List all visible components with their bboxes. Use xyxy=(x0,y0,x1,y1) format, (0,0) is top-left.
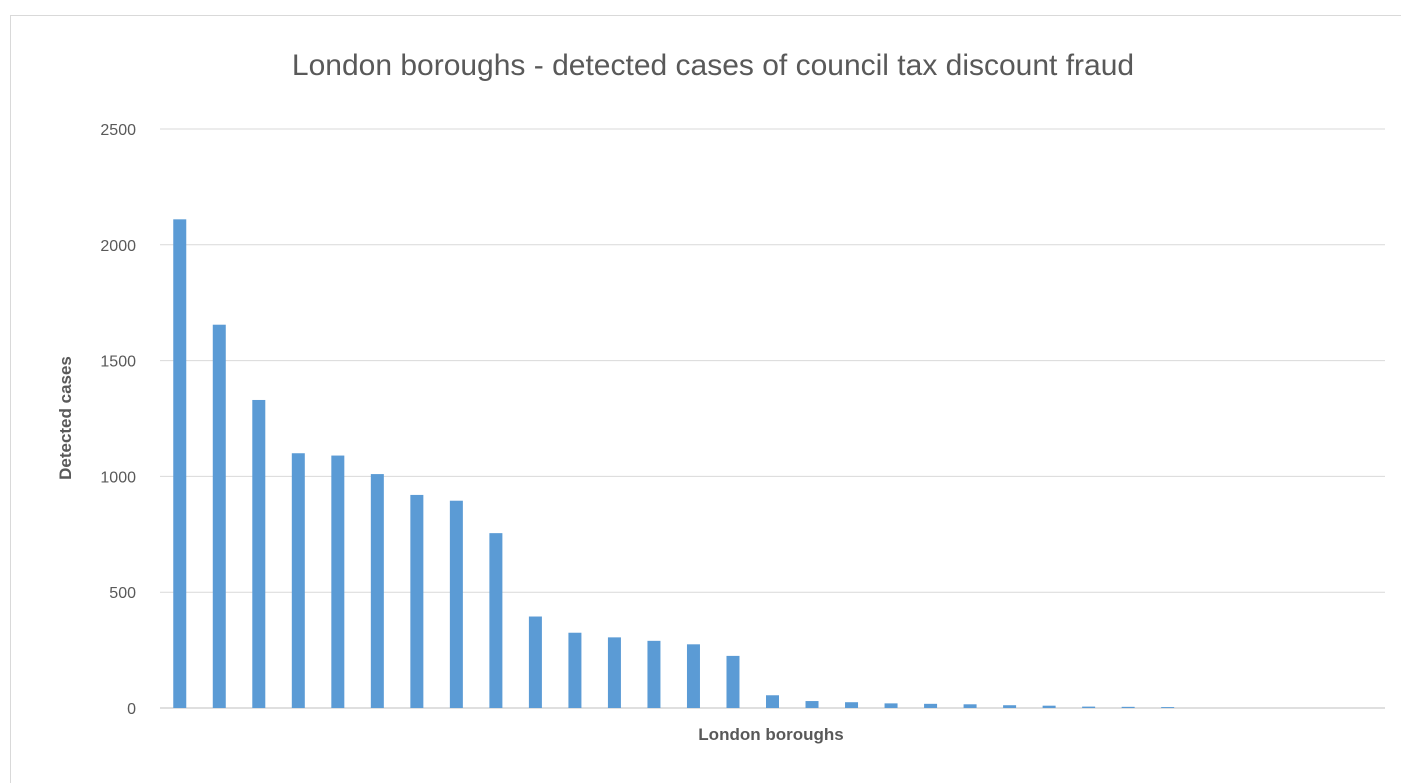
y-tick-label: 0 xyxy=(127,701,136,718)
bar xyxy=(173,219,187,708)
bar xyxy=(1042,705,1056,708)
bar xyxy=(963,704,977,708)
bar xyxy=(1082,706,1096,708)
bar xyxy=(845,702,859,708)
bar xyxy=(766,695,779,708)
y-tick-label: 1500 xyxy=(100,354,136,371)
chart-title: London boroughs - detected cases of coun… xyxy=(292,49,1134,82)
x-axis-label: London boroughs xyxy=(698,725,843,744)
bar xyxy=(528,616,542,708)
bar xyxy=(884,703,898,708)
bars xyxy=(173,219,1175,708)
y-axis-ticks: 0 500 1000 1500 2000 2500 xyxy=(100,122,136,718)
chart-frame xyxy=(10,15,1401,783)
y-tick-label: 2500 xyxy=(100,122,136,139)
bar xyxy=(924,703,938,708)
bar xyxy=(291,453,305,708)
bar xyxy=(568,632,582,708)
bar xyxy=(370,474,384,708)
bar xyxy=(1161,707,1175,708)
bar xyxy=(1121,706,1135,708)
y-axis-label: Detected cases xyxy=(56,356,75,480)
bar xyxy=(331,455,345,708)
y-tick-label: 1000 xyxy=(100,469,136,486)
bar xyxy=(252,399,266,708)
bar xyxy=(686,644,700,708)
y-tick-label: 500 xyxy=(109,585,136,602)
bar xyxy=(607,637,621,708)
bar xyxy=(489,533,503,708)
bar xyxy=(449,500,463,708)
bar xyxy=(1003,705,1017,708)
bar xyxy=(805,701,819,708)
bar xyxy=(726,655,740,708)
y-tick-label: 2000 xyxy=(100,238,136,255)
bar xyxy=(647,640,661,708)
bar xyxy=(410,494,424,708)
bar xyxy=(212,324,226,708)
